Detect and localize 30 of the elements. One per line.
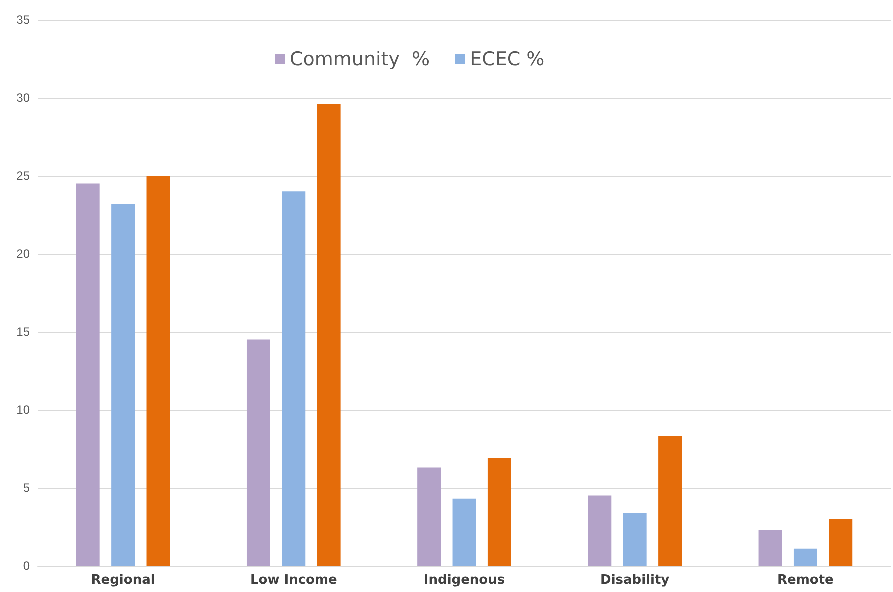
bar <box>829 519 853 566</box>
bar <box>623 512 647 566</box>
y-tick-label: 20 <box>16 247 30 261</box>
bar <box>452 498 476 566</box>
bar <box>794 548 818 566</box>
y-tick-label: 35 <box>16 13 30 27</box>
legend-label: ECEC % <box>470 48 545 70</box>
y-tick-label: 0 <box>23 559 30 573</box>
x-tick-label: Disability <box>600 573 670 588</box>
legend-label: Community % <box>290 48 430 70</box>
x-tick-label: Low Income <box>250 573 338 588</box>
bar <box>488 458 512 566</box>
bar <box>112 204 136 566</box>
bar <box>418 468 442 566</box>
x-tick-label: Regional <box>91 573 156 588</box>
bar <box>758 530 782 566</box>
y-tick-label: 10 <box>16 403 30 417</box>
bar <box>146 176 170 566</box>
y-tick-label: 15 <box>16 325 30 339</box>
bar <box>658 436 682 566</box>
x-tick-label: Remote <box>778 573 834 588</box>
bar <box>317 104 341 566</box>
x-tick-label: Indigenous <box>424 573 506 588</box>
y-tick-label: 30 <box>16 91 30 105</box>
y-tick-label: 25 <box>16 169 30 183</box>
bar <box>246 340 270 566</box>
bar <box>76 184 100 566</box>
y-tick-label: 5 <box>23 481 30 495</box>
bar <box>588 496 612 566</box>
bar <box>282 192 306 566</box>
